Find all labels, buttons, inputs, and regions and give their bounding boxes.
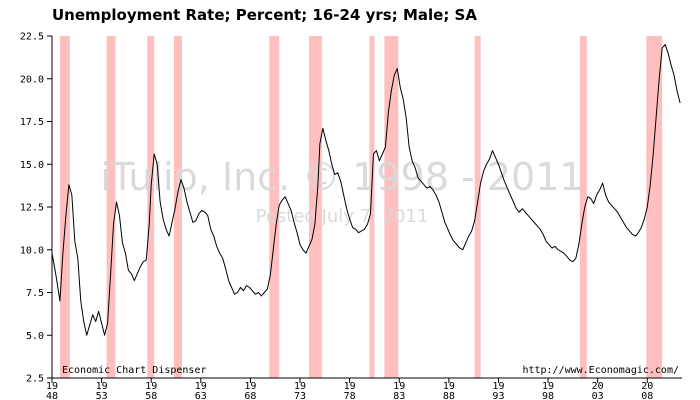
y-tick-label: 20.0	[20, 74, 44, 85]
x-tick-label-bottom: 93	[492, 391, 504, 400]
recession-band	[308, 36, 322, 378]
recession-band	[106, 36, 116, 378]
footer-right-url: http://www.Economagic.com/	[522, 365, 679, 376]
recession-band	[174, 36, 182, 378]
y-tick-label: 17.5	[20, 117, 44, 128]
y-tick-label: 2.5	[26, 374, 44, 385]
recession-band	[579, 36, 587, 378]
x-tick-label-top: 19	[393, 381, 405, 392]
x-tick-label-bottom: 88	[443, 391, 455, 400]
x-tick-label-bottom: 68	[244, 391, 256, 400]
recession-band	[59, 36, 70, 378]
x-tick-label-bottom: 03	[592, 391, 604, 400]
x-tick-label-bottom: 98	[542, 391, 554, 400]
x-tick-label-top: 20	[641, 381, 653, 392]
unemployment-series-line	[51, 44, 681, 336]
footer-left-text: Economic Chart Dispenser	[62, 365, 207, 376]
y-tick-label: 10.0	[20, 245, 44, 256]
recession-bands-group	[59, 36, 663, 378]
x-tick-label-bottom: 73	[294, 391, 306, 400]
x-tick-label-bottom: 08	[641, 391, 653, 400]
y-tick-label: 15.0	[20, 160, 44, 171]
y-tick-label: 22.5	[20, 32, 44, 43]
series-group	[51, 44, 681, 336]
x-tick-label-bottom: 78	[344, 391, 356, 400]
x-tick-label-bottom: 48	[46, 391, 58, 400]
x-tick-label-bottom: 83	[393, 391, 405, 400]
y-tick-label: 12.5	[20, 203, 44, 214]
ticks-group: 2.55.07.510.012.515.017.520.022.51948195…	[20, 32, 653, 400]
watermark-sub: Posted July 7, 2011	[256, 206, 429, 227]
x-tick-label-top: 19	[344, 381, 356, 392]
plot-background	[52, 36, 682, 378]
x-tick-label-top: 19	[492, 381, 504, 392]
recession-band	[474, 36, 481, 378]
x-tick-label-top: 19	[542, 381, 554, 392]
y-tick-label: 5.0	[26, 331, 44, 342]
recession-band	[147, 36, 155, 378]
x-tick-label-top: 20	[592, 381, 604, 392]
x-tick-label-bottom: 63	[195, 391, 207, 400]
x-tick-label-top: 19	[145, 381, 157, 392]
x-tick-label-top: 19	[294, 381, 306, 392]
chart-title: Unemployment Rate; Percent; 16-24 yrs; M…	[52, 6, 477, 24]
x-tick-label-bottom: 53	[96, 391, 108, 400]
x-tick-label-top: 19	[443, 381, 455, 392]
watermark-main: iTulip, Inc. © 1998 - 2011	[100, 155, 583, 199]
x-tick-label-top: 19	[244, 381, 256, 392]
y-tick-label: 7.5	[26, 288, 44, 299]
recession-band	[646, 36, 663, 378]
x-tick-label-top: 19	[46, 381, 58, 392]
recession-band	[269, 36, 280, 378]
x-tick-label-top: 19	[96, 381, 108, 392]
recession-band	[369, 36, 375, 378]
x-tick-label-top: 19	[195, 381, 207, 392]
x-tick-label-bottom: 58	[145, 391, 157, 400]
